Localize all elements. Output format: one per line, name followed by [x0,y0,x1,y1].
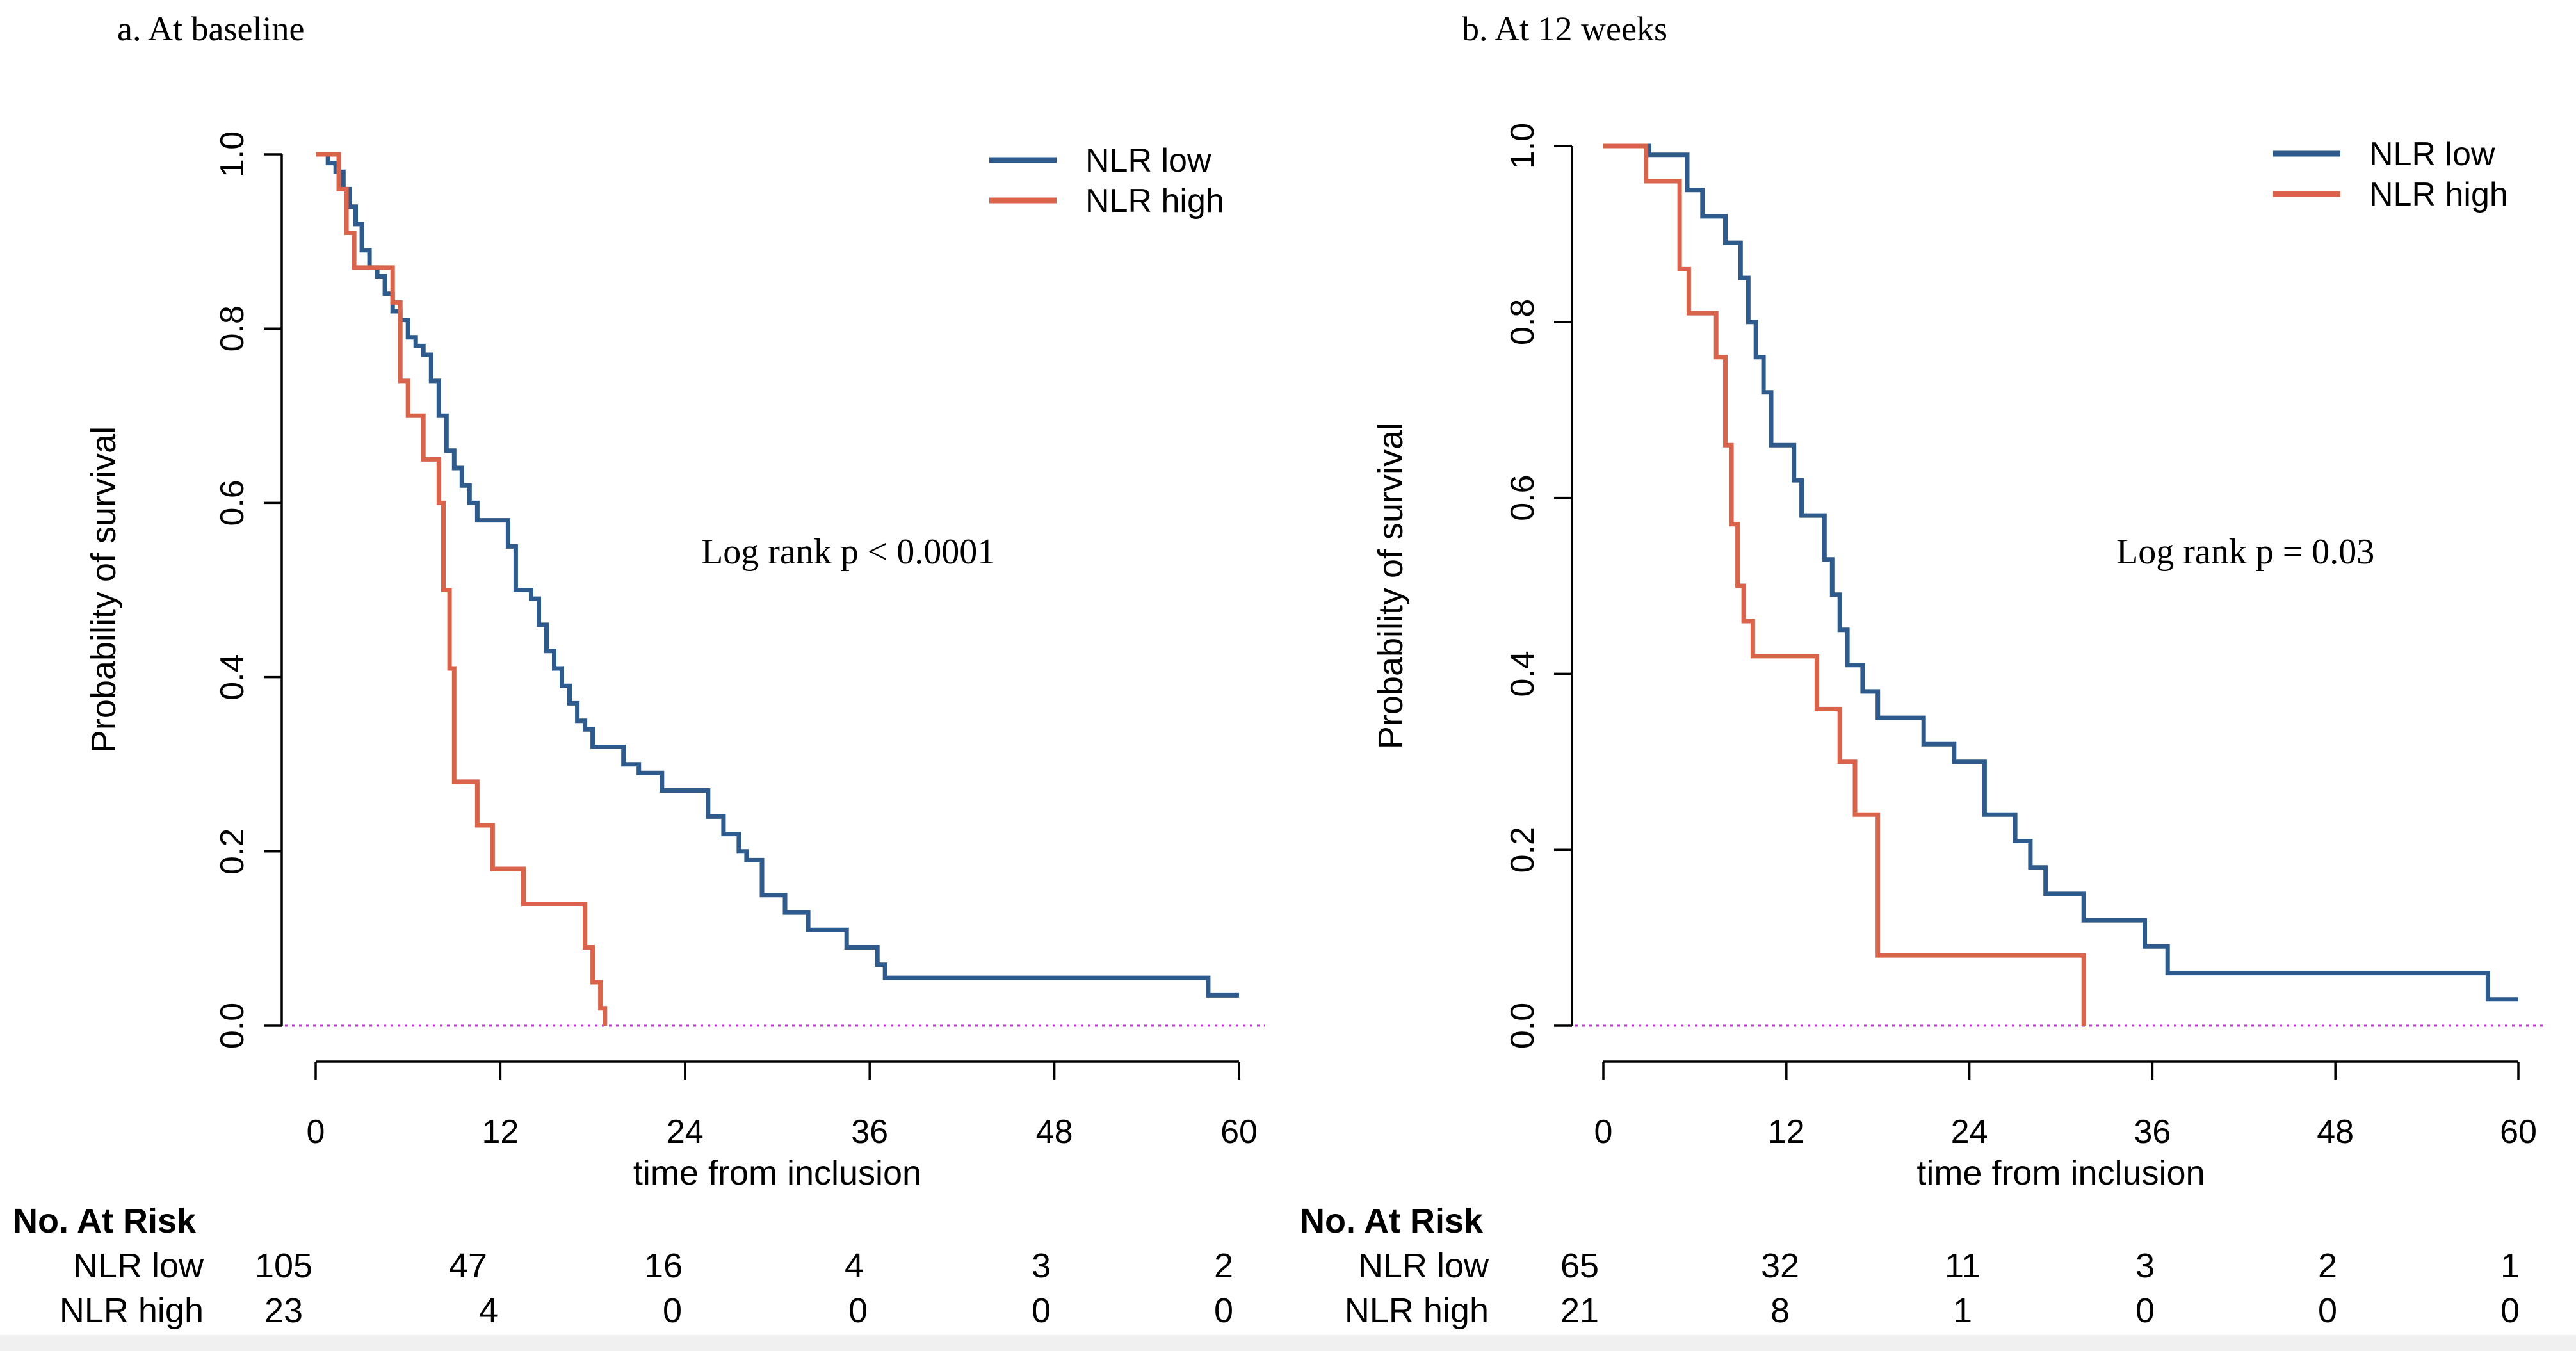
bottom-strip [0,1335,2576,1351]
risk-value: 11 [1945,1247,1981,1285]
risk-value: 0 [2318,1291,2337,1330]
panel-a-risk-table: No. At Risk NLR low NLR high 105 47 16 4… [13,1202,1233,1330]
y-axis-label: Probability of survival [1372,423,1410,749]
x-tick-label: 48 [2317,1113,2354,1151]
risk-value: 21 [1560,1291,1599,1330]
x-tick-label: 0 [1594,1113,1613,1151]
risk-value: 105 [255,1247,312,1285]
y-tick-label: 1.0 [214,131,251,177]
risk-value: 4 [479,1291,498,1330]
risk-value: 1 [1953,1291,1972,1330]
risk-value: 4 [845,1247,864,1285]
panel-b-risk-table: No. At Risk NLR low NLR high 65 32 11 3 … [1300,1202,2520,1330]
panel-b-plot: 0.0 0.2 0.4 0.6 0.8 1.0 0 12 24 36 48 60 time from i… [1372,123,2544,1192]
y-tick-label: 0.2 [214,829,251,875]
x-tick-label: 24 [667,1113,704,1151]
risk-value: 0 [1214,1291,1233,1330]
x-tick-label: 60 [1220,1113,1258,1151]
panel-b-pvalue: Log rank p = 0.03 [2116,532,2374,572]
x-tick-label: 0 [307,1113,325,1151]
risk-value: 16 [644,1247,683,1285]
x-axis-label: time from inclusion [633,1154,921,1192]
risk-value: 0 [2135,1291,2155,1330]
risk-table-header: No. At Risk [1300,1202,1484,1240]
risk-value: 65 [1560,1247,1599,1285]
risk-row-label-high: NLR high [1345,1291,1489,1330]
risk-value: 3 [2135,1247,2155,1285]
risk-value: 2 [1214,1247,1233,1285]
y-tick-label: 0.8 [214,305,251,352]
x-tick-label: 36 [851,1113,888,1151]
y-tick-label: 0.6 [1504,474,1541,521]
y-tick-label: 0.8 [1504,299,1541,345]
x-tick-label: 36 [2134,1113,2171,1151]
x-tick-label: 24 [1951,1113,1988,1151]
legend-label: NLR high [1085,182,1224,220]
risk-value: 32 [1761,1247,1799,1285]
risk-value: 0 [663,1291,682,1330]
risk-value: 0 [2500,1291,2520,1330]
legend-label: NLR high [2369,176,2508,213]
series-line-nlr-high [316,152,608,1026]
risk-value: 1 [2500,1247,2520,1285]
x-tick-label: 12 [1768,1113,1805,1151]
x-tick-label: 60 [2500,1113,2537,1151]
panel-a-plot: 0.0 0.2 0.4 0.6 0.8 1.0 0 12 24 36 48 60 time from i… [85,131,1265,1192]
panel-b: b. At 12 weeks Log rank p = 0.03 0.00.20… [1300,10,2544,1330]
y-axis-label: Probability of survival [85,426,123,753]
x-tick-label: 48 [1036,1113,1073,1151]
risk-value: 2 [2318,1247,2337,1285]
risk-value: 47 [449,1247,487,1285]
y-tick-label: 0.0 [1504,1003,1541,1049]
y-tick-label: 0.6 [214,480,251,526]
panel-a: a. At baseline Log rank p < 0.0001 0.00.… [13,10,1265,1330]
y-tick-label: 0.2 [1504,827,1541,873]
y-tick-label: 0.4 [214,654,251,700]
panel-b-title: b. At 12 weeks [1462,10,1667,48]
legend-label: NLR low [1085,142,1211,179]
risk-value: 0 [848,1291,868,1330]
risk-value: 3 [1032,1247,1051,1285]
risk-value: 0 [1032,1291,1051,1330]
risk-table-header: No. At Risk [13,1202,197,1240]
series-line-nlr-low [316,152,1239,998]
x-axis-label: time from inclusion [1916,1154,2205,1192]
panel-a-pvalue: Log rank p < 0.0001 [701,532,995,572]
x-tick-label: 12 [482,1113,519,1151]
series-line-nlr-low [1603,143,2518,1002]
risk-value: 8 [1770,1291,1790,1330]
legend-label: NLR low [2369,136,2495,173]
series-line-nlr-high [1603,143,2086,1026]
y-tick-label: 0.0 [214,1003,251,1049]
y-tick-label: 0.4 [1504,651,1541,697]
risk-row-label-low: NLR low [73,1247,204,1285]
panel-a-title: a. At baseline [117,10,304,48]
risk-row-label-high: NLR high [60,1291,204,1330]
y-tick-label: 1.0 [1504,123,1541,169]
risk-row-label-low: NLR low [1358,1247,1489,1285]
risk-value: 23 [264,1291,303,1330]
